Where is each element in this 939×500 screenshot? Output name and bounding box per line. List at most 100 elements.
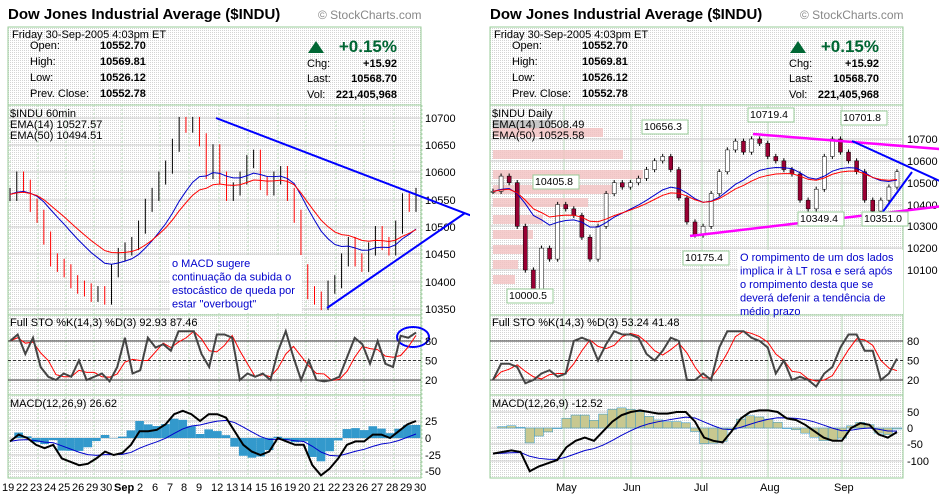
candle-body [580,215,584,237]
note-line: implica ir à LT rosa e será após [740,266,893,278]
macd-histogram-bar [562,418,571,428]
macd-histogram-bar [230,438,239,447]
candle-body [855,161,859,172]
macd-histogram-bar [412,425,421,438]
price-tick: 10100 [907,265,938,277]
x-axis-label: Jul [694,482,708,494]
candle-body [515,183,519,227]
x-axis-label: 2 [137,482,143,494]
price-annotation: 10351.0 [864,213,902,225]
macd-histogram-bar [553,428,562,429]
last-value: 10568.70 [833,73,879,85]
macd-histogram-bar [571,415,580,428]
candle-body [733,141,737,150]
chart-title: Dow Jones Industrial Average ($INDU) [8,6,280,23]
x-axis-label: 26 [72,482,84,494]
candle-body [620,183,624,187]
volume-by-price-bar [493,260,518,269]
low-label: Low: [30,72,53,84]
chart-svg: Dow Jones Industrial Average ($INDU) © St… [482,0,939,495]
chg-label: Chg: [789,58,812,70]
prev-label: Prev. Close: [30,88,89,100]
price-annotation: 10656.3 [644,121,682,133]
note-line: estocástico de queda por [172,285,295,297]
chg-label: Chg: [307,58,330,70]
macd-tick: -25 [425,450,441,462]
candle-body [507,176,511,183]
candle-body [523,226,527,270]
macd-histogram-bar [213,431,222,438]
candle-body [539,248,543,292]
vol-label: Vol: [307,89,325,101]
macd-histogram-bar [325,438,334,451]
macd-histogram-bar [534,428,543,436]
note-line: continuação da subida o [172,272,291,284]
macd-histogram-bar [746,416,755,428]
macd-histogram-bar [672,422,681,428]
macd-tick: -50 [425,466,441,478]
macd-histogram-bar [544,428,553,432]
macd-histogram-bar [507,426,516,428]
macd-histogram-bar [599,414,608,428]
macd-histogram-bar [525,428,534,443]
macd-histogram-bar [580,415,589,428]
chart-svg: Dow Jones Industrial Average ($INDU)© St… [0,0,470,495]
x-axis-label: 7 [167,482,173,494]
x-axis-label: 8 [181,482,187,494]
x-axis-label: 19 [2,482,14,494]
open-value: 10552.70 [100,40,146,52]
sto-title: Full STO %K(14,3) %D(3) 92.93 87.46 [10,317,198,329]
note-line: O rompimento de um dos lados [740,252,894,264]
macd-histogram-bar [127,430,136,438]
sto-tick: 50 [425,356,437,368]
volume-by-price-bar [493,245,523,254]
low-label: Low: [512,72,535,84]
price-tick: 10500 [907,178,938,190]
macd-histogram-bar [516,427,525,428]
candle-body [798,174,802,200]
left-chart-panel: Dow Jones Industrial Average ($INDU)© St… [0,0,470,495]
x-axis-label: 19 [284,482,296,494]
price-annotation: 10405.8 [535,176,573,188]
x-axis-label: Sep [114,482,134,494]
candle-body [564,205,568,209]
candle-body [572,209,576,216]
note-line: deverá defenir a tendência de [740,293,886,305]
candle-body [612,183,616,194]
x-axis-label: 23 [30,482,42,494]
x-axis-label: 29 [86,482,98,494]
high-label: High: [512,56,538,68]
macd-histogram-bar [663,422,672,428]
candle-body [717,172,721,194]
macd-histogram-bar [351,428,360,438]
chart-title: Dow Jones Industrial Average ($INDU) [490,6,762,23]
macd-histogram-bar [360,430,369,438]
copyright: © StockCharts.com [800,8,904,22]
macd-histogram-bar [49,438,58,440]
percent-change: +0.15% [339,37,397,56]
x-axis-label: May [556,482,577,494]
candle-body [847,152,851,161]
macd-histogram-bar [196,434,205,438]
macd-histogram-bar [791,428,800,430]
prev-label: Prev. Close: [512,88,571,100]
note-line: o rompimento desta que se [740,279,873,291]
macd-histogram-bar [118,437,127,438]
candle-body [871,200,875,211]
macd-histogram-bar [773,422,782,428]
x-axis-label: 25 [58,482,70,494]
candle-body [661,156,665,160]
price-tick: 10350 [425,304,456,316]
x-axis-label: 22 [328,482,340,494]
candle-body [887,187,891,200]
candle-body [709,194,713,227]
last-label: Last: [789,73,813,85]
low-value: 10526.12 [100,72,146,84]
ema50-legend: EMA(50) 10525.58 [492,130,584,142]
x-axis-label: 29 [400,482,412,494]
macd-tick: 25 [425,416,437,428]
sto-tick: 50 [907,356,919,368]
macd-title: MACD(12,26,9) -12.52 [492,398,603,410]
candle-body [863,172,867,200]
open-value: 10552.70 [582,40,628,52]
